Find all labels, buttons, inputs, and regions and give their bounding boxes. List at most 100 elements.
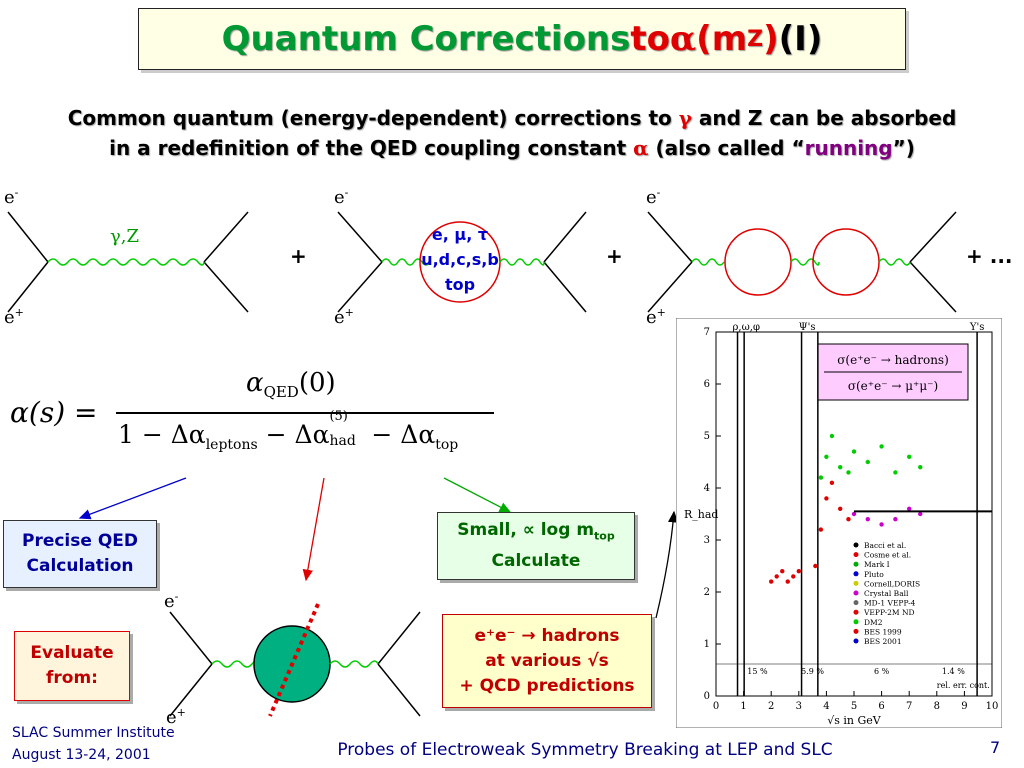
running-word: running <box>804 136 893 160</box>
title-sub: Z <box>747 26 764 52</box>
legend-entry: Crystal Ball <box>864 589 909 598</box>
resonance-label: Υ's <box>969 322 984 333</box>
legend-symbol <box>853 590 859 596</box>
data-point <box>818 527 824 532</box>
legend-entry: MD-1 VEPP-4 <box>864 599 916 608</box>
subtitle-text: ”) <box>892 136 915 160</box>
footer-date: August 13-24, 2001 <box>12 747 151 763</box>
x-tick-label: 10 <box>986 701 999 712</box>
title-part4: ) <box>763 19 779 59</box>
qed-line1: Precise QED <box>21 531 139 551</box>
data-point <box>829 433 835 439</box>
legend-entry: Bacci et al. <box>864 541 906 550</box>
subtitle-line1: Common quantum (energy-dependent) correc… <box>20 103 1004 133</box>
legend-entry: VEPP-2M ND <box>863 608 915 617</box>
legend-symbol <box>853 580 859 586</box>
legend-entry: BES 1999 <box>864 627 902 636</box>
x-tick-label: 0 <box>713 701 719 712</box>
data-point <box>851 449 857 454</box>
x-tick-label: 9 <box>961 701 967 712</box>
legend-symbol <box>853 552 859 558</box>
hadrons-line2: at various √s <box>485 650 609 671</box>
eplus-label-3: e+ <box>646 306 666 328</box>
loop-label-line3: top <box>444 275 476 294</box>
legend-symbol <box>853 609 859 615</box>
evaluate-line2: from: <box>46 668 98 688</box>
data-point <box>893 470 898 475</box>
y-tick-label: 0 <box>704 691 710 702</box>
small-line1: Small, ∝ log mtop <box>457 520 615 543</box>
data-point <box>818 475 824 480</box>
running-alpha-formula: α(s) = αQED(0) 1 − Δαleptons − Δα (5) had … <box>10 366 500 478</box>
hadrons-line3: + QCD predictions <box>459 675 635 696</box>
fraction-bar <box>116 412 494 414</box>
legend-symbol <box>853 561 859 567</box>
eplus-label-2: e+ <box>334 306 354 328</box>
error-label: 5.9 % <box>801 667 824 676</box>
y-tick-label: 3 <box>704 535 710 546</box>
error-label: 15 % <box>747 667 768 676</box>
data-point <box>813 563 818 569</box>
tree-diagram <box>7 211 249 313</box>
x-tick-label: 6 <box>878 701 884 712</box>
formula-lhs: α(s) = <box>10 396 98 429</box>
arrow-to-qed <box>78 477 187 520</box>
legend-entry: Mark I <box>864 560 890 569</box>
data-point <box>838 506 843 511</box>
arrow-to-hadronic <box>302 477 325 582</box>
title-alpha: α <box>670 19 697 59</box>
subtitle-text: and Z can be absorbed <box>691 106 957 130</box>
eminus-label-3: e- <box>646 186 661 208</box>
y-axis-label: R_had <box>684 508 718 521</box>
x-tick-label: 3 <box>796 701 802 712</box>
data-point <box>865 517 870 522</box>
legend-symbol <box>853 619 859 625</box>
hadronic-diagram <box>169 603 421 717</box>
legend-symbol <box>853 628 859 634</box>
subtitle-text: (also called “ <box>648 136 805 160</box>
alpha-symbol: α <box>633 136 649 160</box>
data-point <box>851 511 857 517</box>
data-point <box>846 517 851 522</box>
title-part2: to <box>630 19 670 59</box>
subtitle-text: Common quantum (energy-dependent) correc… <box>67 106 679 130</box>
legend-entry: Pluto <box>864 570 884 579</box>
one-loop-diagram <box>337 211 587 313</box>
data-point <box>893 517 898 522</box>
legend-entry: BES 2001 <box>864 637 902 646</box>
hadrons-line1: e⁺e⁻ → hadrons <box>474 625 620 646</box>
data-point <box>846 470 851 475</box>
y-tick-label: 4 <box>704 483 710 494</box>
arrow-to-small <box>443 477 512 513</box>
data-point <box>907 454 912 459</box>
y-tick-label: 6 <box>704 379 710 390</box>
eplus-label-4: e+ <box>166 706 186 728</box>
data-point <box>785 579 790 584</box>
x-tick-label: 2 <box>768 701 774 712</box>
small-log-box: Small, ∝ log mtop Calculate <box>437 512 635 580</box>
error-caption: rel. err. cont. <box>937 681 990 690</box>
legend-entry: Cosme et al. <box>864 551 911 560</box>
data-point <box>879 522 884 527</box>
footer-event: SLAC Summer Institute <box>12 725 175 741</box>
small-line2: Calculate <box>491 550 581 571</box>
data-point <box>829 480 835 485</box>
x-axis-label: √s in GeV <box>827 714 882 727</box>
eminus-label-4: e- <box>164 590 179 612</box>
loop-fermions-label: e, μ, τ u,d,c,s,b top <box>410 222 510 297</box>
error-label: 6 % <box>874 667 890 676</box>
footer-left: SLAC Summer Institute August 13-24, 2001 <box>12 722 175 766</box>
x-tick-label: 1 <box>740 701 746 712</box>
page-number: 7 <box>990 738 1001 757</box>
data-point <box>791 574 796 579</box>
y-tick-label: 7 <box>704 327 710 338</box>
title-part3: (m <box>696 19 748 59</box>
subtitle-line2: in a redefinition of the QED coupling co… <box>20 133 1004 163</box>
eminus-label-1: e- <box>4 186 19 208</box>
plus-sign-2: + <box>606 244 623 268</box>
data-point <box>865 459 870 465</box>
y-tick-label: 2 <box>704 587 710 598</box>
formula-denominator: 1 − Δαleptons − Δα (5) had − Δαtop <box>118 409 459 453</box>
data-point <box>918 465 923 470</box>
resonance-label: ρ,ω,φ <box>733 322 760 333</box>
